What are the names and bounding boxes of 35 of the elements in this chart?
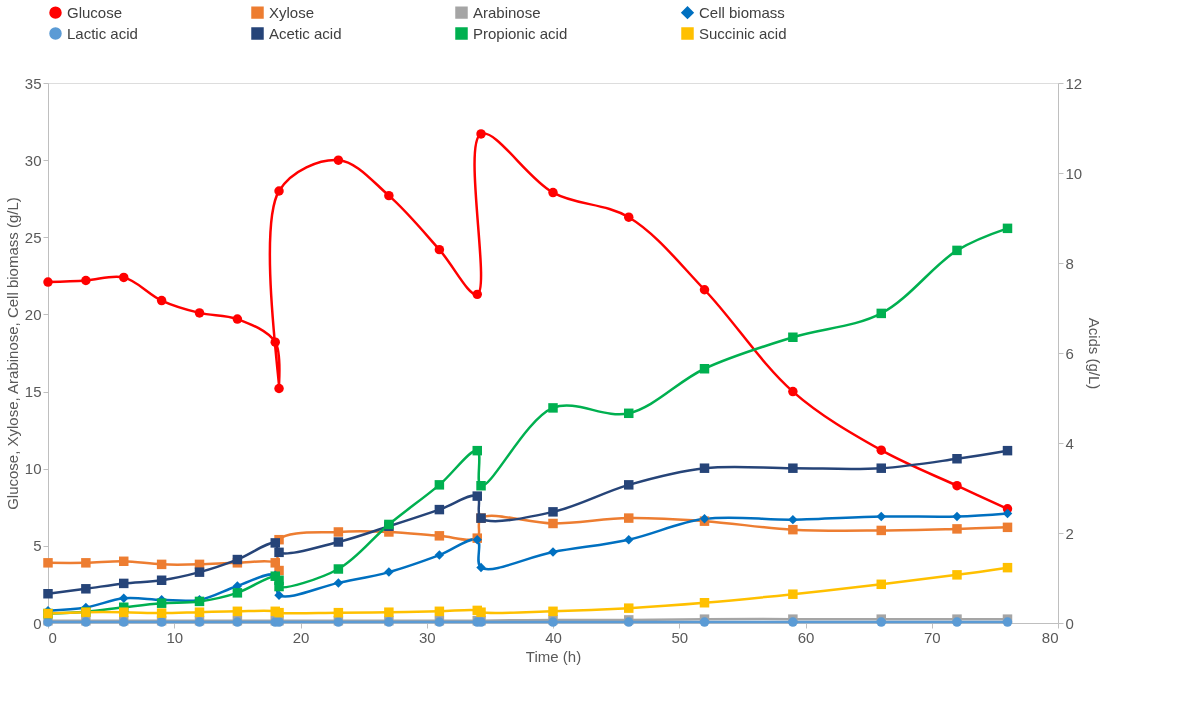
y-tick-label: 5 xyxy=(33,537,42,555)
y-tick-label: 10 xyxy=(24,460,42,478)
y-tick-label: 35 xyxy=(24,74,42,92)
y-tick-label: 25 xyxy=(24,228,42,246)
x-tick-label: 60 xyxy=(797,628,815,646)
x-tick-label: 80 xyxy=(1041,628,1059,646)
x-tick-label: 70 xyxy=(923,628,941,646)
y2-tick-label: 10 xyxy=(1065,164,1083,182)
y-tick-label: 20 xyxy=(24,305,42,323)
y2-tick-label: 8 xyxy=(1065,254,1074,272)
x-tick-label: 40 xyxy=(545,628,562,646)
y2-tick-label: 6 xyxy=(1065,344,1074,362)
y2-tick-label: 2 xyxy=(1065,524,1074,542)
legend-label: Acetic acid xyxy=(269,24,342,42)
x-axis-title: Time (h) xyxy=(525,647,582,665)
legend-label: Xylose xyxy=(269,3,315,21)
y2-tick-label: 12 xyxy=(1065,74,1083,92)
y2-axis-title: Acids (g/L) xyxy=(1086,317,1104,390)
legend-label: Cell biomass xyxy=(699,3,785,21)
y-axis-title: Glucose, Xylose, Arabinose, Cell biomass (g/L) xyxy=(3,197,21,510)
x-tick-label: 0 xyxy=(48,628,57,646)
x-tick-label: 20 xyxy=(292,628,310,646)
legend-label: Succinic acid xyxy=(699,24,787,42)
y-tick-label: 15 xyxy=(24,383,42,401)
legend-label: Arabinose xyxy=(473,3,541,21)
legend-label: Glucose xyxy=(67,3,123,21)
x-tick-label: 30 xyxy=(418,628,436,646)
y-tick-label: 30 xyxy=(24,151,42,169)
legend-label: Lactic acid xyxy=(67,24,138,42)
x-tick-label: 50 xyxy=(671,628,689,646)
y-tick-label: 0 xyxy=(33,614,42,632)
x-tick-label: 10 xyxy=(166,628,184,646)
legend-label: Propionic acid xyxy=(473,24,568,42)
y2-tick-label: 0 xyxy=(1065,614,1074,632)
y2-tick-label: 4 xyxy=(1065,434,1074,452)
